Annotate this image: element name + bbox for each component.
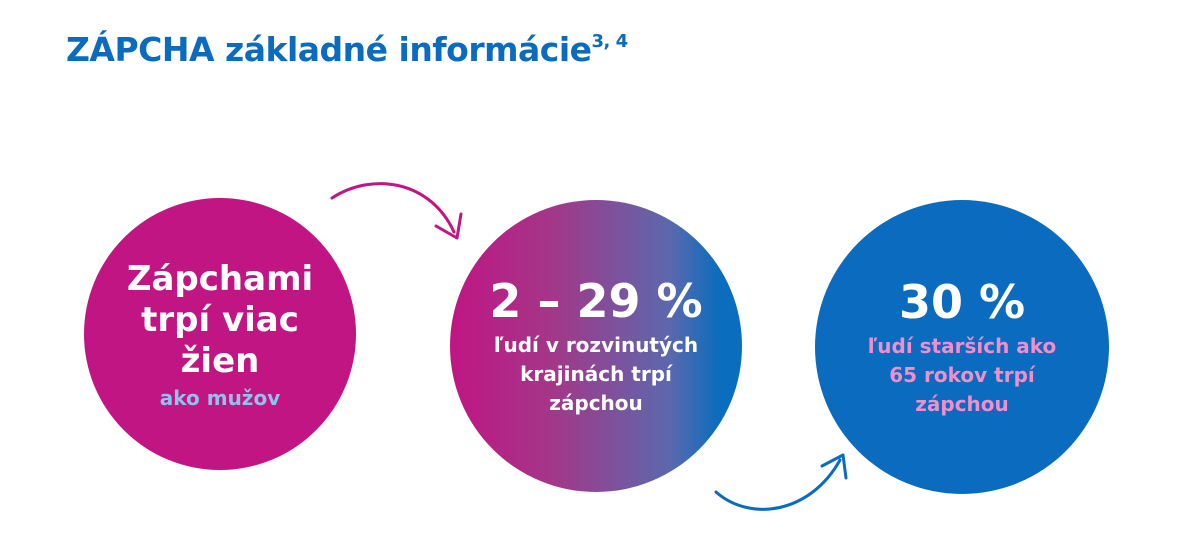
- circle-women-line-3: žien: [180, 340, 260, 381]
- circle-developed-countries: 2 – 29 % ľudí v rozvinutých krajinách tr…: [450, 200, 742, 492]
- circle-elderly: 30 % ľudí starších ako 65 rokov trpí záp…: [815, 200, 1109, 494]
- circle-elderly-value: 30 %: [898, 274, 1026, 329]
- circle-elderly-line-2: 65 rokov trpí: [889, 362, 1035, 387]
- title-text: ZÁPCHA základné informácie: [66, 30, 592, 69]
- circle-developed-value: 2 – 29 %: [489, 273, 703, 328]
- circle-elderly-line-3: zápchou: [915, 391, 1009, 416]
- title-reference: 3, 4: [591, 31, 629, 52]
- circle-women-line-2: trpí viac: [141, 299, 299, 340]
- arrow-top-curved-icon: [330, 182, 463, 240]
- circle-women: Zápchami trpí viac žien ako mužov: [84, 198, 356, 470]
- page-title: ZÁPCHA základné informácie3, 4: [66, 30, 628, 69]
- circle-women-sub: ako mužov: [159, 385, 281, 410]
- circle-developed-line-3: zápchou: [549, 390, 643, 415]
- circle-elderly-line-1: ľudí starších ako: [867, 333, 1057, 358]
- circle-women-line-1: Zápchami: [126, 258, 314, 299]
- circle-developed-line-1: ľudí v rozvinutých: [493, 332, 699, 357]
- circle-developed-line-2: krajinách trpí: [520, 361, 672, 386]
- arrow-bottom-curved-icon: [714, 453, 848, 511]
